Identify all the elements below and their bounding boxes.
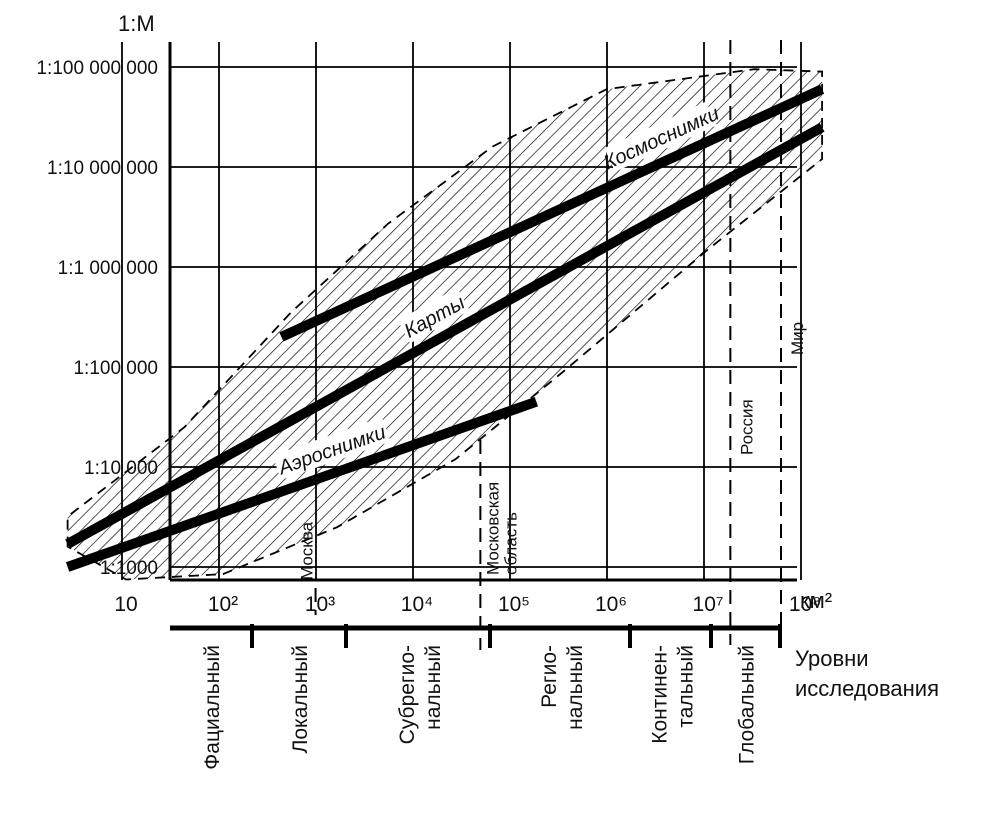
x-tick-label-6: 10⁷ bbox=[693, 593, 724, 616]
level-label-3: Регио-нальный bbox=[538, 645, 587, 730]
y-tick-label-2: 1:100 000 bbox=[73, 358, 158, 379]
region-label-russia: Россия bbox=[737, 399, 756, 455]
x-tick-label-4: 10⁵ bbox=[498, 593, 530, 616]
level-label-2-line2: нальный bbox=[422, 645, 445, 730]
x-tick-label-1: 10² bbox=[208, 593, 238, 616]
region-label-world: Мир bbox=[788, 322, 807, 355]
y-tick-label-5: 1:100 000 000 bbox=[36, 58, 158, 79]
level-label-0: Фациальный bbox=[201, 645, 224, 770]
level-label-2: Субрегио-нальный bbox=[396, 645, 445, 744]
research-levels: Фациальный Локальный Субрегио-нальный Регио… bbox=[170, 624, 939, 770]
y-tick-label-0: 1:1000 bbox=[100, 558, 158, 579]
y-tick-label-3: 1:1 000 000 bbox=[58, 258, 158, 279]
region-label-moscow: Москва bbox=[298, 521, 317, 580]
level-dividers bbox=[250, 624, 782, 648]
level-label-2-line1: Субрегио- bbox=[396, 645, 419, 744]
x-tick-label-3: 10⁴ bbox=[401, 593, 433, 616]
level-label-3-line1: Регио- bbox=[538, 645, 561, 708]
level-label-4-line1: Континен- bbox=[649, 645, 672, 744]
region-label-moscow-oblast-line2: область bbox=[501, 512, 520, 575]
level-label-1-line1: Локальный bbox=[289, 645, 312, 753]
region-label-moscow-oblast-line1: Московская bbox=[483, 482, 502, 575]
level-labels: Фациальный Локальный Субрегио-нальный Регио… bbox=[201, 645, 759, 770]
levels-title-line1: Уровни bbox=[795, 646, 869, 671]
level-label-0-line1: Фациальный bbox=[201, 645, 224, 770]
vertical-gridlines bbox=[121, 42, 802, 580]
region-markers: Москва Московская область Россия Мир bbox=[298, 40, 807, 650]
level-label-4-line2: тальный bbox=[675, 645, 698, 728]
y-tick-labels: 1:1000 1:10 000 1:100 000 1:1 000 000 1:10 0… bbox=[36, 58, 158, 579]
series-line-karty bbox=[65, 122, 825, 549]
x-tick-labels: 10 10² 10³ 10⁴ 10⁵ 10⁶ 10⁷ 10⁸ bbox=[114, 593, 821, 616]
x-tick-label-7: 10⁸ bbox=[789, 593, 821, 616]
levels-title-line2: исследования bbox=[795, 676, 939, 701]
level-label-1: Локальный bbox=[289, 645, 312, 753]
y-axis-label: 1:M bbox=[118, 11, 155, 36]
x-tick-label-0: 10 bbox=[114, 593, 137, 616]
y-tick-label-1: 1:10 000 bbox=[84, 458, 158, 479]
x-tick-label-5: 10⁶ bbox=[595, 593, 627, 616]
applicability-envelope bbox=[66, 68, 823, 581]
series-line-aerosnimki bbox=[65, 396, 539, 572]
y-tick-label-4: 1:10 000 000 bbox=[47, 158, 158, 179]
horizontal-gridlines bbox=[170, 66, 797, 568]
region-label-moscow-oblast: Московская область bbox=[483, 477, 520, 575]
x-axis-label: км² bbox=[800, 588, 832, 613]
x-tick-label-2: 10³ bbox=[305, 593, 335, 616]
series-line-kosmosnimki bbox=[279, 84, 825, 342]
level-label-3-line2: нальный bbox=[564, 645, 587, 730]
level-label-5-line1: Глобальный bbox=[736, 645, 759, 764]
level-label-5: Глобальный bbox=[736, 645, 759, 764]
level-label-4: Континен-тальный bbox=[649, 645, 698, 744]
